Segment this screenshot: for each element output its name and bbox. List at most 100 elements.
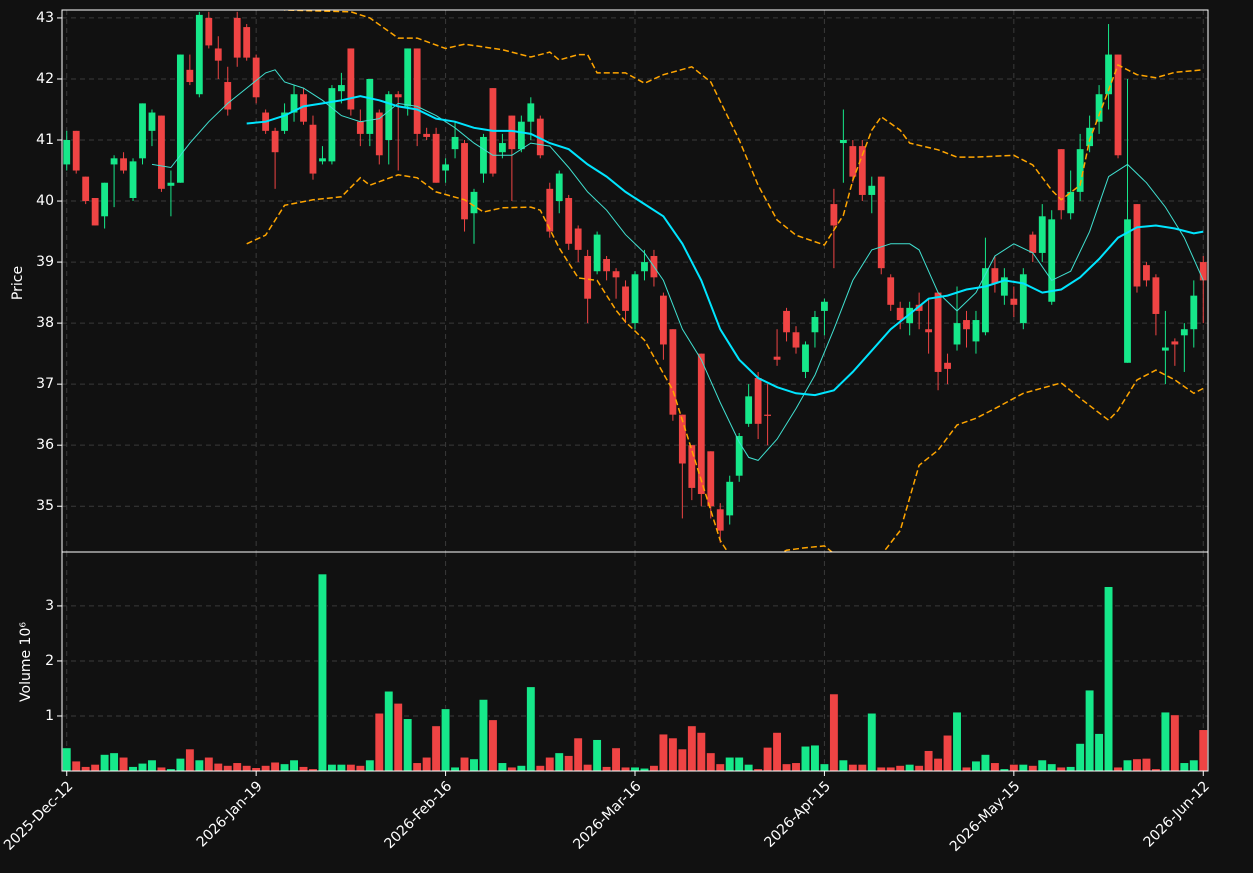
candle-body: [385, 94, 393, 141]
volume-bar: [990, 762, 1000, 772]
volume-bar: [772, 732, 782, 772]
candle-body: [110, 158, 118, 165]
candle-body: [982, 268, 989, 333]
volume-bar: [469, 758, 479, 772]
volume-bar: [242, 765, 252, 772]
volume-bar: [942, 734, 953, 772]
volume-bar: [535, 765, 545, 772]
volume-bar: [573, 737, 583, 772]
candle-body: [669, 329, 677, 415]
volume-bar: [327, 764, 337, 772]
volume-bar: [952, 711, 962, 772]
candle-body: [214, 48, 222, 61]
volume-bar: [232, 762, 242, 772]
volume-bar: [204, 756, 214, 772]
volume-bar: [545, 756, 555, 772]
volume-bar: [1141, 758, 1151, 772]
candle-body: [726, 481, 734, 516]
candle-body: [101, 182, 109, 217]
volume-bar: [611, 747, 621, 772]
candle-body: [356, 121, 364, 134]
volume-bar: [441, 708, 451, 772]
volume-bar: [355, 765, 365, 772]
volume-bar: [450, 766, 460, 772]
candle-body: [413, 48, 421, 134]
volume-bar: [1179, 762, 1189, 772]
panel-frame: [61, 551, 1209, 772]
candle-body: [697, 353, 705, 495]
overlay-line: [282, 10, 1204, 246]
candle-body: [394, 94, 402, 98]
candle-body: [991, 268, 999, 284]
candle-body: [1086, 127, 1094, 147]
candle-body: [337, 85, 345, 92]
candle-body: [811, 317, 819, 333]
candle-body: [887, 277, 895, 305]
volume-bar: [554, 752, 564, 772]
y-tick-label: 1: [45, 708, 54, 724]
y-tick-label: 36: [36, 437, 54, 453]
volume-bar: [62, 747, 72, 772]
candle-body: [451, 136, 459, 150]
candle-body: [176, 54, 184, 183]
volume-bar: [696, 732, 706, 772]
volume-bar: [630, 766, 640, 772]
candle-body: [309, 124, 317, 174]
candle-body: [1038, 216, 1046, 253]
candle-body: [527, 103, 535, 122]
candle-body: [773, 356, 781, 360]
candle-body: [906, 307, 914, 324]
candle-body: [120, 158, 127, 171]
candle-body: [593, 234, 601, 272]
candle-body: [252, 57, 260, 98]
volume-bar: [317, 573, 328, 772]
candle-body: [915, 304, 923, 311]
volume-bar: [706, 752, 716, 772]
candle-body: [868, 185, 876, 195]
candle-body: [1180, 329, 1188, 336]
volume-bar: [725, 756, 735, 772]
candle-body: [972, 320, 980, 342]
candle-body: [925, 329, 933, 333]
candle-body: [1095, 94, 1103, 122]
candle-body: [660, 295, 667, 345]
volume-bar: [734, 756, 744, 772]
volume-bar: [876, 766, 886, 772]
candle-body: [1133, 204, 1141, 287]
volume-bar: [971, 760, 981, 772]
volume-bar: [280, 763, 290, 772]
y-tick-label: 2: [45, 653, 54, 669]
candle-body: [63, 140, 71, 165]
candle-body: [82, 176, 90, 202]
candle-body: [631, 274, 639, 324]
volume-bar: [119, 756, 129, 772]
volume-bar: [763, 747, 773, 772]
candle-body: [432, 133, 440, 183]
volume-bar: [81, 766, 91, 772]
volume-bar: [1198, 729, 1208, 772]
volume-bar: [175, 758, 185, 772]
candle-body: [1029, 234, 1037, 253]
candle-body: [461, 143, 468, 220]
volume-bar: [507, 766, 517, 772]
candle-body: [802, 344, 809, 372]
y-tick-label: 43: [36, 10, 54, 26]
volume-bar: [620, 766, 631, 772]
candle-body: [517, 121, 525, 150]
volume-bar: [128, 766, 138, 772]
candle-body: [565, 197, 573, 244]
volume-bar: [1160, 711, 1170, 772]
candle-body: [271, 130, 279, 153]
volume-bar: [668, 737, 678, 772]
y-tick-label: 38: [36, 315, 54, 331]
volume-bar: [1170, 714, 1180, 772]
candle-body: [243, 27, 251, 58]
candle-body: [783, 310, 790, 333]
candle-body: [480, 136, 487, 174]
overlay-line: [246, 174, 1204, 552]
candle-body: [1161, 347, 1169, 351]
candle-body: [754, 378, 762, 424]
volume-bar: [715, 763, 725, 772]
